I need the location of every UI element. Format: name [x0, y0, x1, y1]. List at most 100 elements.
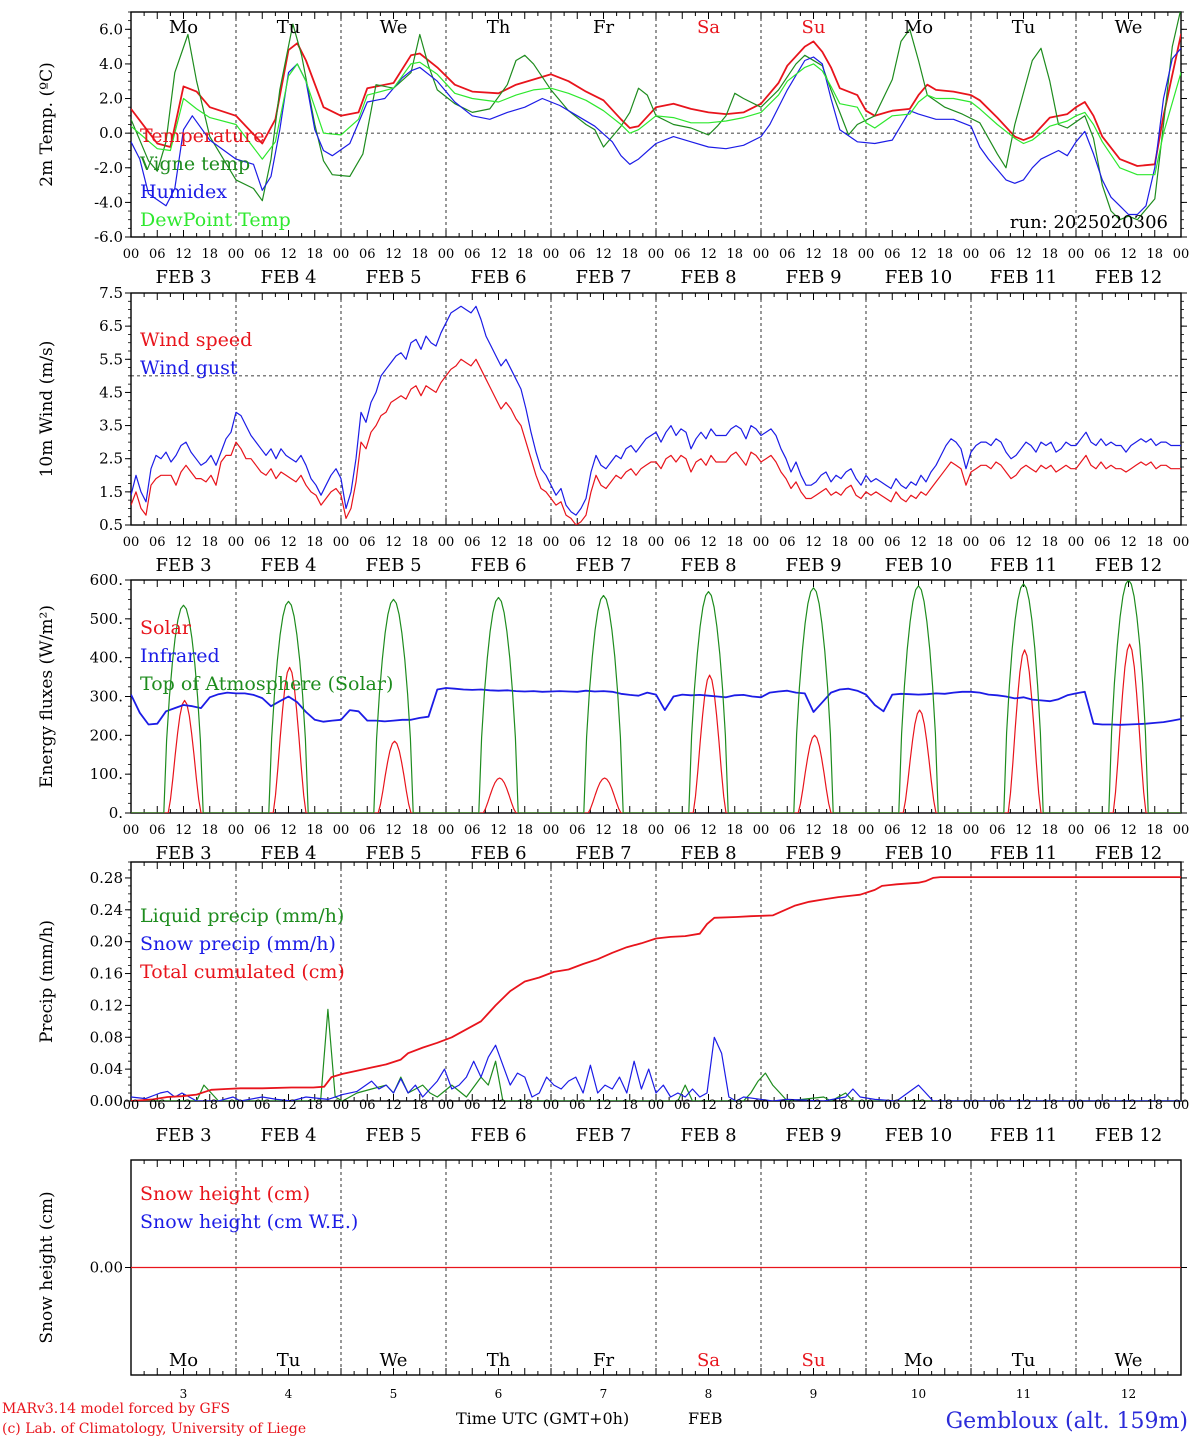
hour-label: 12: [280, 1098, 297, 1113]
weekday-label-bottom: Sa: [697, 1350, 720, 1371]
hour-label: 00: [438, 535, 455, 550]
xaxis-label: Time UTC (GMT+0h): [456, 1409, 629, 1428]
hour-label: 18: [1146, 823, 1163, 838]
hour-label: 12: [175, 247, 192, 262]
date-label: FEB 8: [680, 843, 736, 864]
legend-entry: Humidex: [140, 181, 227, 203]
hour-label: 12: [490, 247, 507, 262]
footer: MARv3.14 model forced by GFS (c) Lab. of…: [2, 1401, 1188, 1437]
legend-entry: Infrared: [140, 645, 220, 667]
hour-label: 06: [884, 247, 901, 262]
hour-label: 18: [621, 1098, 638, 1113]
hour-label: 06: [779, 823, 796, 838]
legend-entry: Snow height (cm W.E.): [140, 1211, 358, 1233]
hour-label: 00: [123, 1098, 140, 1113]
y-tick-label: 0.: [109, 804, 123, 822]
hour-label: 12: [385, 535, 402, 550]
hour-label: 18: [1041, 823, 1058, 838]
hour-label: 12: [595, 247, 612, 262]
hour-label: 00: [1068, 823, 1085, 838]
date-label: FEB 4: [260, 843, 316, 864]
hour-label: 06: [989, 535, 1006, 550]
y-tick-label: 300.: [90, 688, 123, 706]
hour-label: 12: [490, 535, 507, 550]
date-label: FEB 8: [680, 555, 736, 576]
series-line-top-of-atmosphere-solar-: [131, 580, 1181, 813]
y-tick-label: 400.: [90, 649, 123, 667]
hour-label: 06: [359, 247, 376, 262]
hour-label: 06: [464, 247, 481, 262]
hour-label: 18: [831, 247, 848, 262]
hour-label: 18: [1041, 535, 1058, 550]
y-tick-label: 2.5: [99, 450, 123, 468]
weekday-label-top: We: [1115, 17, 1143, 38]
date-label: FEB 9: [785, 843, 841, 864]
hour-label: 00: [228, 535, 245, 550]
weekday-label-top: We: [380, 17, 408, 38]
hour-label: 18: [831, 535, 848, 550]
hour-label: 12: [805, 247, 822, 262]
y-tick-label: 7.5: [99, 284, 123, 302]
hour-label: 06: [569, 535, 586, 550]
date-label: FEB 3: [155, 843, 211, 864]
legend-entry: DewPoint Temp: [140, 209, 291, 231]
hour-label: 18: [831, 1098, 848, 1113]
hour-label: 00: [963, 1098, 980, 1113]
date-label: FEB 6: [470, 555, 526, 576]
hour-label: 12: [1015, 1098, 1032, 1113]
y-tick-label: 0.00: [90, 1092, 123, 1110]
date-label: FEB 3: [155, 267, 211, 288]
hour-label: 00: [753, 535, 770, 550]
hour-label: 06: [674, 247, 691, 262]
y-tick-label: 0.00: [90, 1259, 123, 1277]
station-label: Gembloux (alt. 159m): [946, 1409, 1188, 1434]
y-tick-label: -6.0: [94, 228, 123, 246]
hour-label: 18: [306, 823, 323, 838]
hour-label: 18: [726, 535, 743, 550]
hour-label: 12: [595, 823, 612, 838]
hour-label: 18: [411, 535, 428, 550]
hour-label: 06: [989, 823, 1006, 838]
hour-label: 12: [910, 247, 927, 262]
hour-label: 06: [359, 823, 376, 838]
hour-label: 06: [569, 823, 586, 838]
y-tick-label: 0.28: [90, 869, 123, 887]
day-number: 7: [600, 1387, 608, 1401]
hour-label: 06: [779, 535, 796, 550]
series-line-total-cumulated-cm-: [131, 876, 1181, 1101]
hour-label: 06: [569, 1098, 586, 1113]
plot-lines: [131, 12, 1181, 1269]
hour-label: 06: [149, 823, 166, 838]
date-label: FEB 6: [470, 267, 526, 288]
date-label: FEB 5: [365, 555, 421, 576]
hour-label: 18: [201, 1098, 218, 1113]
hour-label: 12: [490, 823, 507, 838]
hour-label: 00: [543, 247, 560, 262]
date-label: FEB 8: [680, 267, 736, 288]
hour-label: 18: [621, 247, 638, 262]
hour-label: 18: [726, 823, 743, 838]
hour-label: 18: [306, 535, 323, 550]
hour-label: 12: [385, 823, 402, 838]
hour-label: 18: [1041, 1098, 1058, 1113]
date-label: FEB 11: [990, 1125, 1057, 1146]
hour-label: 12: [700, 247, 717, 262]
hour-label: 18: [201, 535, 218, 550]
y-tick-label: 1.5: [99, 483, 123, 501]
hour-label: 00: [123, 823, 140, 838]
y-tick-label: 0.5: [99, 516, 123, 534]
model-credit: MARv3.14 model forced by GFS: [2, 1401, 230, 1417]
hour-label: 06: [149, 1098, 166, 1113]
hour-label: 00: [963, 247, 980, 262]
hour-label: 06: [779, 247, 796, 262]
date-label: FEB 6: [470, 1125, 526, 1146]
hour-label: 18: [936, 1098, 953, 1113]
date-label: FEB 6: [470, 843, 526, 864]
y-tick-label: 3.5: [99, 417, 123, 435]
hour-label: 12: [175, 823, 192, 838]
hour-label: 12: [700, 1098, 717, 1113]
hour-label: 12: [1015, 247, 1032, 262]
y-tick-label: 0.12: [90, 996, 123, 1014]
hour-label: 00: [543, 823, 560, 838]
labels: -6.0 -4.0 -2.0 0.0 2.0 4.0 6.0 2m Temp. (ºC) Tem…: [37, 17, 1189, 1401]
